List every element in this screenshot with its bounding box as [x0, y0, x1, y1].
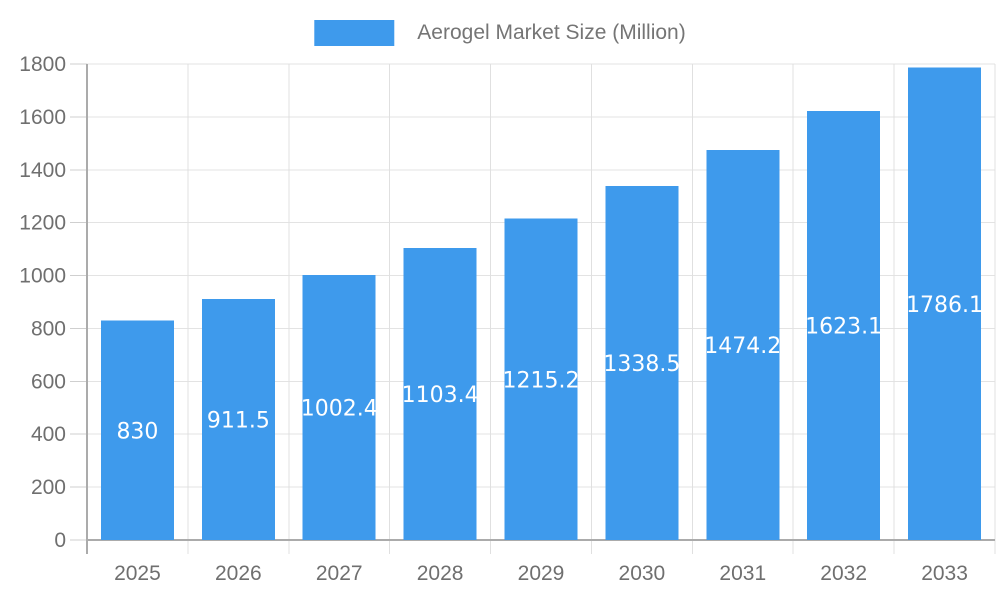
bar-value-label: 1103.4 — [402, 383, 479, 408]
y-axis-label-1400: 1400 — [19, 159, 66, 182]
bar-value-label: 830 — [116, 419, 158, 444]
bar-2030[interactable] — [605, 186, 679, 540]
chart-legend-item[interactable]: Aerogel Market Size (Million) — [314, 20, 686, 46]
x-axis-label-2029: 2029 — [518, 562, 565, 585]
bar-2029[interactable] — [504, 218, 578, 541]
y-axis-label-1000: 1000 — [19, 265, 66, 288]
y-axis-label-800: 800 — [31, 317, 66, 340]
x-axis-label-2031: 2031 — [719, 562, 766, 585]
y-axis-label-400: 400 — [31, 423, 66, 446]
y-axis-label-1800: 1800 — [19, 53, 66, 76]
bar-2033[interactable] — [908, 67, 982, 540]
x-axis-label-2030: 2030 — [619, 562, 666, 585]
x-axis-label-2025: 2025 — [114, 562, 161, 585]
bar-value-label: 1338.5 — [603, 352, 680, 377]
x-axis-label-2032: 2032 — [820, 562, 867, 585]
y-axis-label-200: 200 — [31, 476, 66, 499]
bar-value-label: 1002.4 — [301, 396, 378, 421]
bar-value-label: 911.5 — [207, 408, 270, 433]
bar-value-label: 1215.2 — [503, 368, 580, 393]
y-axis-label-1600: 1600 — [19, 106, 66, 129]
x-axis-label-2027: 2027 — [316, 562, 363, 585]
bar-2028[interactable] — [403, 248, 477, 540]
x-axis-label-2028: 2028 — [417, 562, 464, 585]
legend-series-label: Aerogel Market Size (Million) — [417, 21, 686, 44]
x-axis-label-2033: 2033 — [921, 562, 968, 585]
y-axis-label-1200: 1200 — [19, 212, 66, 235]
bar-value-label: 1474.2 — [704, 334, 781, 359]
y-axis-label-0: 0 — [54, 529, 66, 552]
bar-2026[interactable] — [201, 298, 275, 540]
x-axis-label-2026: 2026 — [215, 562, 262, 585]
legend-color-swatch — [314, 20, 395, 46]
bar-value-label: 1623.1 — [805, 314, 882, 339]
bar-2027[interactable] — [302, 274, 376, 540]
bar-2031[interactable] — [706, 150, 780, 540]
bar-2032[interactable] — [807, 110, 881, 541]
bar-2025[interactable] — [100, 320, 174, 540]
bar-value-label: 1786.1 — [906, 293, 983, 318]
y-axis-label-600: 600 — [31, 370, 66, 393]
